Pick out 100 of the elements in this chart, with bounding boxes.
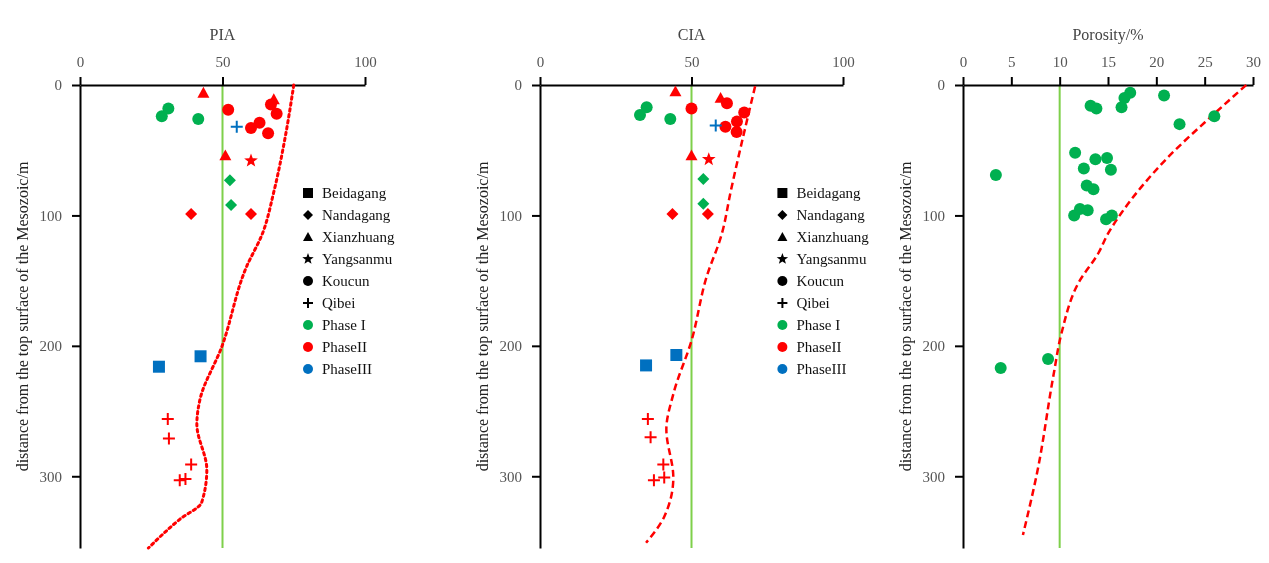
legend-label: PhaseII [796, 339, 842, 356]
point [1087, 183, 1100, 196]
point [1069, 146, 1082, 159]
point [708, 118, 723, 133]
point [697, 172, 710, 185]
point [701, 208, 714, 221]
point [185, 208, 198, 221]
x-axis-title: PIA [209, 26, 236, 43]
x-axis-title: CIA [677, 26, 706, 43]
point [1077, 162, 1090, 175]
point [656, 457, 671, 472]
y-tick-label: 0 [937, 77, 945, 94]
legend-label: Phase I [322, 317, 366, 334]
point [245, 208, 257, 221]
point [160, 411, 175, 426]
point [989, 169, 1002, 181]
point [1208, 110, 1221, 123]
x-tick-label: 0 [959, 54, 968, 70]
point [1042, 352, 1055, 365]
annotation: Nandagang [322, 207, 391, 224]
point [245, 122, 257, 135]
point [666, 208, 679, 221]
point [262, 127, 275, 140]
point [664, 112, 677, 125]
legend-label: PhaseII [322, 339, 367, 356]
point [197, 86, 210, 98]
point [178, 471, 193, 486]
legend-label: PhaseIII [796, 361, 847, 378]
point [270, 107, 283, 120]
point [1115, 101, 1128, 114]
point [657, 470, 672, 485]
point [640, 101, 653, 114]
x-axis-title: Porosity/% [1072, 26, 1144, 44]
point [222, 103, 235, 116]
point [643, 430, 658, 445]
x-tick-label: 50 [215, 54, 231, 70]
annotation: Yangsanmu [322, 251, 393, 268]
y-axis-title: distance from the top surface of the Mesozoic/m [897, 161, 915, 472]
y-axis-title: distance from the top surface of the Mesozoic/m [474, 161, 492, 472]
point [669, 85, 682, 97]
x-tick-label: 15 [1101, 54, 1116, 70]
point [640, 411, 655, 426]
point [184, 457, 199, 472]
x-tick-label: 100 [832, 54, 855, 70]
point [192, 112, 205, 125]
annotation: Nandagang [796, 207, 866, 224]
x-tick-label: 5 [1008, 54, 1016, 70]
annotation: Koucun [796, 273, 845, 290]
y-tick-label: 100 [922, 207, 945, 224]
x-tick-label: 20 [1149, 54, 1165, 70]
point [1089, 153, 1102, 166]
point [161, 431, 176, 446]
point [155, 110, 168, 123]
annotation: Beidagang [322, 185, 387, 202]
y-tick-label: 200 [39, 338, 62, 355]
point [1101, 152, 1114, 165]
point [1158, 89, 1171, 102]
point [194, 350, 207, 363]
y-tick-label: 300 [39, 468, 62, 485]
point [223, 174, 236, 187]
point [172, 473, 187, 488]
point [730, 125, 743, 138]
point [640, 359, 653, 372]
point [670, 348, 683, 361]
point [162, 102, 175, 115]
point [219, 149, 232, 161]
line-series [644, 85, 757, 545]
point [1173, 118, 1186, 131]
y-tick-label: 0 [54, 77, 62, 94]
legend-label: PhaseIII [322, 361, 372, 378]
annotation: Beidagang [796, 185, 862, 202]
x-tick-label: 0 [536, 54, 545, 70]
point [633, 109, 646, 121]
y-tick-label: 300 [499, 468, 522, 485]
point [646, 473, 661, 488]
x-tick-label: 50 [684, 54, 700, 70]
point [229, 119, 244, 134]
point [701, 152, 716, 166]
legend-label: Phase I [796, 317, 841, 334]
annotation: Xianzhuang [322, 229, 395, 246]
point [244, 153, 258, 167]
point [685, 102, 698, 115]
annotation: Qibei [322, 295, 356, 312]
y-tick-label: 300 [922, 468, 945, 485]
y-tick-label: 200 [499, 338, 522, 355]
y-axis-title: distance from the top surface of the Mesozoic/m [14, 161, 32, 472]
point [730, 115, 743, 128]
annotation: Qibei [796, 295, 830, 312]
point [152, 360, 165, 373]
point [1090, 102, 1103, 115]
point [697, 197, 710, 210]
point [738, 106, 751, 119]
x-tick-label: 0 [76, 54, 85, 70]
x-tick-label: 100 [354, 54, 377, 70]
x-tick-label: 30 [1246, 54, 1261, 70]
x-tick-label: 10 [1052, 54, 1068, 70]
point [253, 116, 266, 129]
point [685, 149, 698, 161]
point [719, 120, 732, 133]
point [1104, 163, 1117, 176]
